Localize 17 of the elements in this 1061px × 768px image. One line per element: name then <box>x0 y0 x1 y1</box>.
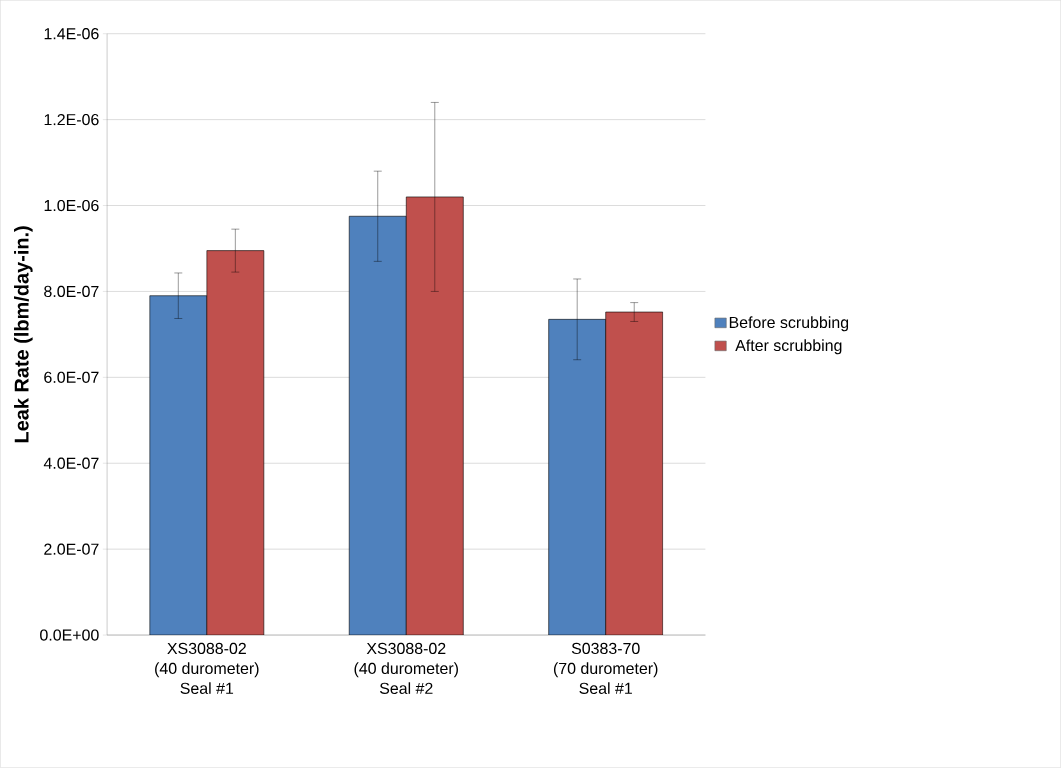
y-tick-label: 1.4E-06 <box>44 28 99 40</box>
y-tick-label: 0.0E+00 <box>40 629 99 641</box>
x-tick-label: XS3088-02 (40 durometer) Seal #1 <box>155 642 259 695</box>
y-tick-label: 2.0E-07 <box>44 543 99 555</box>
y-tick-label: 6.0E-07 <box>44 371 99 384</box>
bar <box>548 319 607 636</box>
x-tick-label: XS3088-02 (40 durometer) Seal #2 <box>354 642 458 695</box>
bar <box>149 295 208 636</box>
y-tick-label: 1.2E-06 <box>44 114 99 126</box>
y-tick-label: 4.0E-07 <box>43 457 99 469</box>
y-tick-label: 8.0E-07 <box>44 285 99 298</box>
legend-label: Before scrubbing <box>729 316 849 332</box>
legend-label: After scrubbing <box>735 339 842 355</box>
y-tick-label: 1.0E-06 <box>44 199 99 212</box>
y-axis-title: Leak Rate (lbm/day-in.) <box>14 226 33 443</box>
x-tick-label: S0383-70 (70 durometer) Seal #1 <box>553 642 658 695</box>
bar <box>348 216 407 636</box>
